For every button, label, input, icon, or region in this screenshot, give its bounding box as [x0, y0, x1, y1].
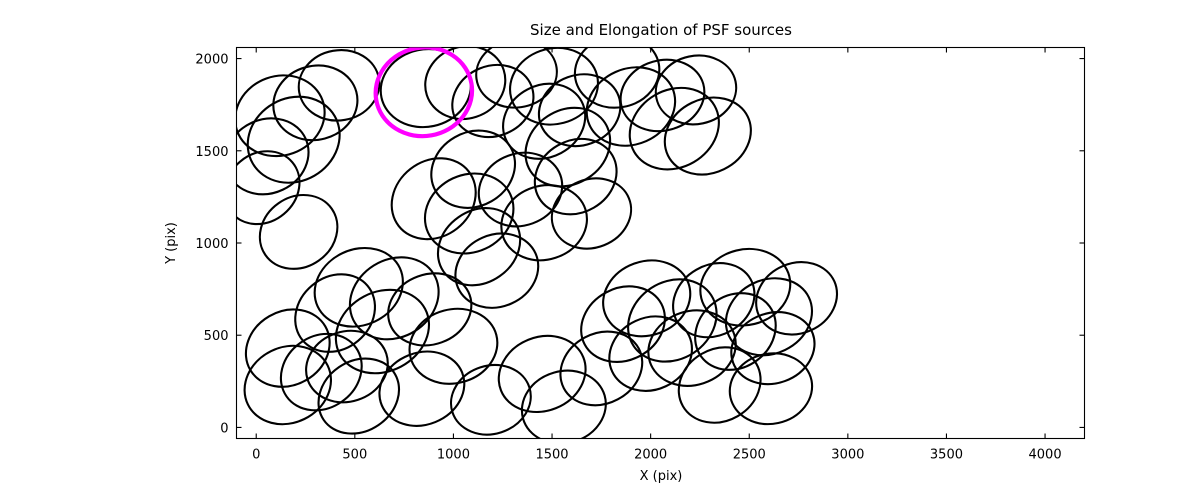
- psf-source-ellipse: [424, 47, 507, 121]
- psf-source-ellipse: [451, 63, 535, 139]
- y-tick-group: 0 500 1000 1500 2000: [195, 53, 1085, 436]
- psf-source-ellipse: [608, 315, 694, 392]
- psf-source-ellipse: [699, 247, 792, 327]
- psf-source-ellipse: [654, 54, 738, 126]
- psf-source-ellipse: [348, 256, 440, 341]
- y-tick-label: 1000: [195, 237, 228, 252]
- psf-source-ellipse: [378, 350, 466, 427]
- psf-source-ellipse: [436, 207, 522, 287]
- psf-source-ellipse-highlighted: [373, 47, 475, 139]
- psf-source-ellipse: [580, 285, 666, 363]
- psf-source-ellipse: [602, 259, 692, 338]
- psf-source-ellipse: [236, 150, 301, 226]
- y-tick-label: 1500: [195, 145, 228, 160]
- axis-label-group: X (pix) Y (pix): [164, 222, 682, 484]
- psf-source-ellipse: [755, 261, 839, 336]
- psf-source-ellipse: [730, 311, 816, 386]
- psf-source-ellipse: [390, 157, 477, 241]
- x-tick-label: 2000: [634, 448, 667, 463]
- psf-source-ellipse: [387, 272, 473, 347]
- x-axis-label: X (pix): [640, 469, 683, 484]
- x-tick-label: 3000: [831, 448, 864, 463]
- psf-source-ellipse: [236, 117, 310, 196]
- psf-source-ellipse: [246, 95, 341, 184]
- psf-source-ellipse: [297, 49, 381, 122]
- psf-source-ellipse: [677, 346, 762, 424]
- x-tick-label: 1000: [437, 448, 470, 463]
- x-tick-label: 0: [252, 448, 260, 463]
- psf-source-ellipse: [663, 96, 752, 176]
- psf-source-ellipse: [694, 292, 777, 371]
- psf-source-ellipse: [408, 307, 499, 385]
- psf-source-ellipse: [627, 278, 718, 363]
- axes-spines: [235, 46, 1086, 440]
- psf-source-ellipse: [258, 193, 339, 270]
- y-tick-label: 500: [204, 329, 229, 344]
- psf-source-ellipse: [672, 262, 756, 339]
- y-axis-label: Y (pix): [164, 222, 179, 265]
- psf-source-ellipse: [279, 332, 363, 412]
- psf-source-ellipse: [317, 357, 401, 435]
- x-tick-label: 3500: [930, 448, 963, 463]
- psf-source-ellipse: [305, 329, 389, 404]
- psf-ellipse-layer: [236, 47, 839, 439]
- x-tick-label: 4000: [1029, 448, 1062, 463]
- y-tick-label: 2000: [195, 53, 228, 68]
- plot-title-group: Size and Elongation of PSF sources: [530, 21, 792, 39]
- psf-source-ellipse: [475, 47, 558, 109]
- psf-source-ellipse: [497, 334, 587, 414]
- psf-source-ellipse: [724, 277, 814, 357]
- psf-source-ellipse: [524, 106, 612, 188]
- psf-source-ellipse: [647, 309, 737, 387]
- psf-source-ellipse: [454, 232, 540, 309]
- psf-source-ellipse: [619, 58, 706, 133]
- psf-source-ellipse: [423, 172, 515, 255]
- y-tick-label: 0: [220, 421, 228, 436]
- x-tick-group: 0 500 1000 1500 2000 2500 3000 3500 4000: [252, 47, 1062, 463]
- psf-source-ellipse: [573, 47, 661, 109]
- psf-source-ellipse: [500, 184, 589, 262]
- psf-source-ellipse: [236, 74, 326, 158]
- psf-source-ellipse: [313, 246, 404, 328]
- x-tick-label: 500: [342, 448, 367, 463]
- axes-frame: [235, 46, 1086, 440]
- psf-source-ellipse: [334, 288, 431, 375]
- psf-source-ellipse: [728, 352, 814, 426]
- psf-source-ellipse: [550, 177, 633, 250]
- psf-source-ellipse: [559, 330, 644, 407]
- clipped-ellipses: [236, 47, 839, 439]
- x-tick-label: 2500: [733, 448, 766, 463]
- psf-source-ellipse: [477, 151, 564, 228]
- psf-source-ellipse: [272, 64, 359, 142]
- psf-source-ellipse: [537, 73, 622, 148]
- psf-source-ellipse: [533, 137, 618, 216]
- psf-source-ellipse: [244, 308, 331, 388]
- plot-title: Size and Elongation of PSF sources: [530, 21, 792, 39]
- psf-source-ellipse: [449, 363, 532, 436]
- x-tick-label: 1500: [535, 448, 568, 463]
- psf-source-ellipse: [294, 273, 377, 353]
- psf-source-ellipse: [243, 344, 333, 426]
- psf-source-ellipse: [508, 47, 600, 126]
